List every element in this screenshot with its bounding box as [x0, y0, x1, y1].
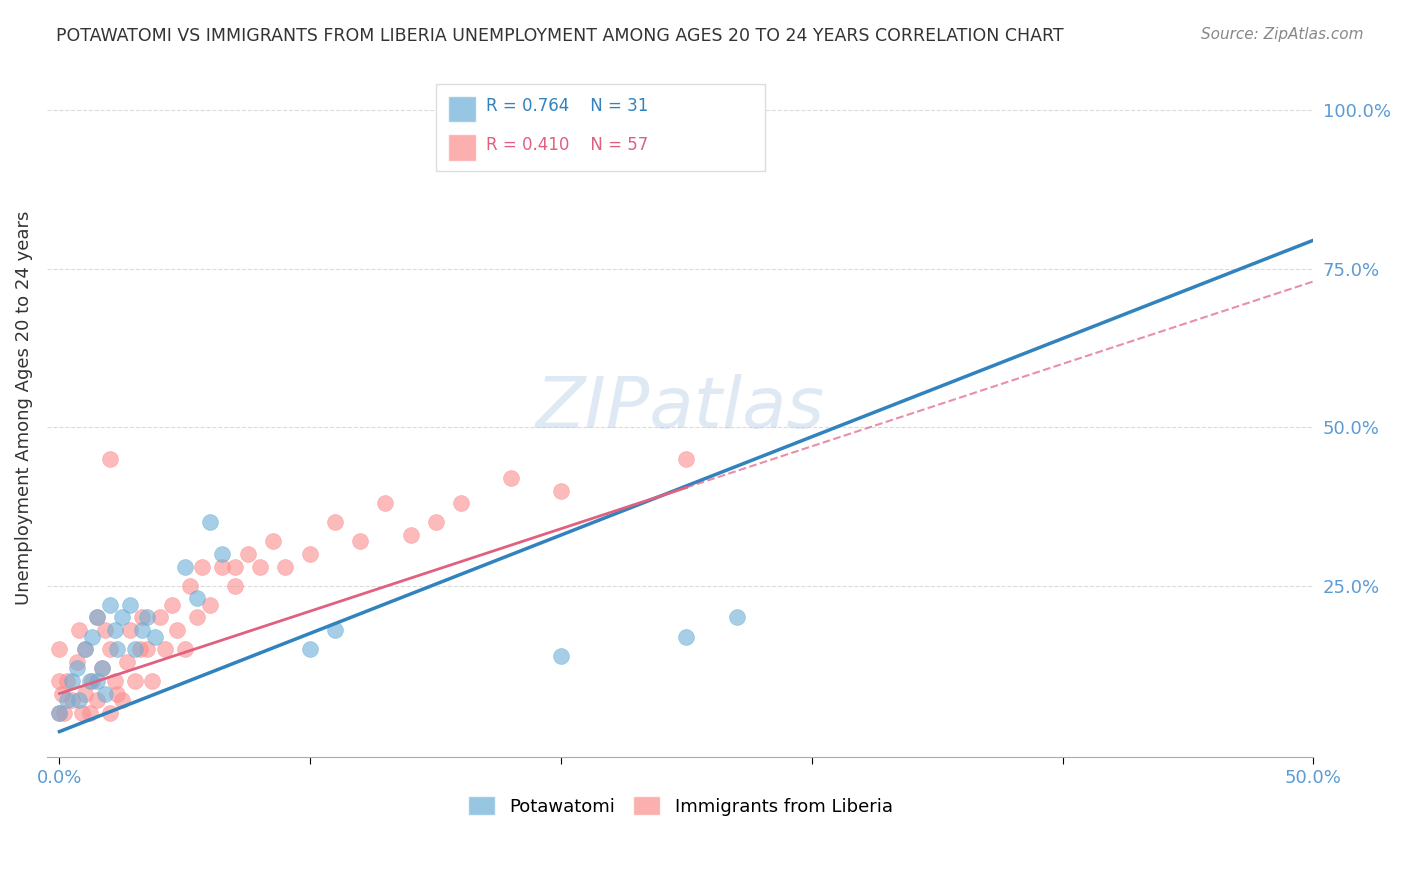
Point: [186, 610, 208, 624]
Point: [105, 687, 128, 701]
Point: [149, 610, 172, 624]
Text: R = 0.410    N = 57: R = 0.410 N = 57: [486, 136, 648, 153]
Text: ZIPatlas: ZIPatlas: [536, 374, 824, 442]
Point: [48, 706, 70, 720]
Bar: [449, 95, 477, 122]
Point: [262, 534, 284, 549]
Point: [98, 706, 121, 720]
Point: [374, 496, 396, 510]
Point: [323, 623, 346, 637]
Point: [93, 623, 115, 637]
Point: [224, 559, 246, 574]
Bar: [449, 134, 477, 161]
Point: [86, 610, 108, 624]
Point: [53, 706, 76, 720]
Point: [91, 661, 114, 675]
Point: [274, 559, 297, 574]
Point: [104, 623, 127, 637]
Point: [86, 693, 108, 707]
Point: [70, 706, 93, 720]
Point: [86, 673, 108, 688]
Point: [236, 547, 259, 561]
Point: [198, 598, 221, 612]
Point: [60, 693, 83, 707]
Point: [56, 693, 79, 707]
Point: [86, 610, 108, 624]
Point: [51, 687, 73, 701]
Point: [93, 687, 115, 701]
Point: [118, 598, 141, 612]
Point: [73, 687, 96, 701]
Point: [80, 673, 103, 688]
Point: [550, 648, 572, 663]
Point: [73, 642, 96, 657]
Point: [136, 610, 159, 624]
Point: [249, 559, 271, 574]
Point: [198, 516, 221, 530]
Point: [550, 483, 572, 498]
FancyBboxPatch shape: [436, 84, 765, 171]
Point: [124, 642, 146, 657]
Point: [186, 591, 208, 606]
Point: [166, 623, 188, 637]
Point: [179, 579, 201, 593]
Point: [143, 630, 166, 644]
Point: [349, 534, 371, 549]
Point: [79, 673, 101, 688]
Text: R = 0.764    N = 31: R = 0.764 N = 31: [486, 97, 648, 115]
Point: [173, 559, 195, 574]
Y-axis label: Unemployment Among Ages 20 to 24 years: Unemployment Among Ages 20 to 24 years: [15, 211, 32, 606]
Point: [111, 693, 134, 707]
Point: [105, 642, 128, 657]
Point: [98, 598, 121, 612]
Point: [80, 630, 103, 644]
Point: [725, 610, 748, 624]
Point: [323, 516, 346, 530]
Point: [399, 528, 422, 542]
Point: [191, 559, 214, 574]
Point: [136, 642, 159, 657]
Point: [91, 661, 114, 675]
Point: [224, 579, 246, 593]
Point: [66, 655, 89, 669]
Point: [211, 547, 233, 561]
Point: [98, 642, 121, 657]
Point: [98, 452, 121, 467]
Point: [128, 642, 150, 657]
Point: [79, 706, 101, 720]
Point: [173, 642, 195, 657]
Point: [66, 661, 89, 675]
Point: [118, 623, 141, 637]
Point: [131, 610, 153, 624]
Point: [111, 610, 134, 624]
Point: [141, 673, 163, 688]
Point: [48, 673, 70, 688]
Point: [425, 516, 447, 530]
Point: [56, 673, 79, 688]
Point: [675, 630, 697, 644]
Point: [162, 598, 184, 612]
Point: [115, 655, 138, 669]
Legend: Potawatomi, Immigrants from Liberia: Potawatomi, Immigrants from Liberia: [458, 788, 901, 824]
Point: [48, 706, 70, 720]
Point: [48, 642, 70, 657]
Point: [299, 547, 322, 561]
Point: [69, 623, 91, 637]
Point: [131, 623, 153, 637]
Point: [211, 559, 233, 574]
Point: [73, 642, 96, 657]
Point: [499, 471, 522, 485]
Point: [69, 693, 91, 707]
Point: [153, 642, 176, 657]
Point: [675, 452, 697, 467]
Point: [124, 673, 146, 688]
Point: [299, 642, 322, 657]
Text: POTAWATOMI VS IMMIGRANTS FROM LIBERIA UNEMPLOYMENT AMONG AGES 20 TO 24 YEARS COR: POTAWATOMI VS IMMIGRANTS FROM LIBERIA UN…: [56, 27, 1064, 45]
Point: [450, 496, 472, 510]
Point: [104, 673, 127, 688]
Point: [60, 673, 83, 688]
Text: Source: ZipAtlas.com: Source: ZipAtlas.com: [1201, 27, 1364, 42]
